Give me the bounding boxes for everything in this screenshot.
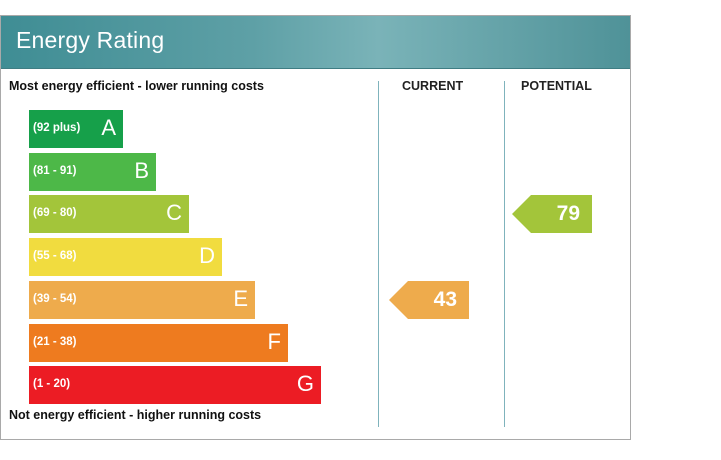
rating-band-d: (55 - 68) D (29, 238, 222, 276)
potential-rating-value: 79 (556, 202, 580, 225)
rating-band-range: (39 - 54) (33, 293, 77, 305)
current-column-header: CURRENT (402, 79, 464, 93)
rating-band-range: (55 - 68) (33, 250, 77, 262)
rating-band-e: (39 - 54) E (29, 281, 255, 319)
energy-rating-header: Energy Rating (1, 16, 630, 69)
rating-band-range: (1 - 20) (33, 378, 71, 390)
rating-band-range: (81 - 91) (33, 165, 77, 177)
potential-column-header: POTENTIAL (521, 79, 592, 93)
potential-column-divider (504, 81, 505, 427)
rating-band-range: (92 plus) (33, 122, 81, 134)
potential-rating-marker: 79 (512, 195, 592, 233)
rating-band-a: (92 plus) A (29, 110, 123, 148)
current-column-divider (378, 81, 379, 427)
potential-marker-arrow (512, 195, 592, 233)
rating-band-c: (69 - 80) C (29, 195, 189, 233)
rating-band-f: (21 - 38) F (29, 324, 288, 362)
current-marker-shape (389, 281, 469, 319)
rating-band-range: (69 - 80) (33, 207, 77, 219)
energy-rating-panel: Energy Rating Most energy efficient - lo… (0, 15, 631, 440)
most-efficient-caption: Most energy efficient - lower running co… (9, 79, 264, 93)
rating-band-letter: F (267, 329, 281, 354)
page-title: Energy Rating (16, 27, 165, 53)
rating-band-letter: D (199, 243, 215, 268)
rating-band-letter: C (166, 200, 182, 225)
potential-marker-shape (512, 195, 592, 233)
current-rating-marker: 43 (389, 281, 469, 319)
rating-band-g: (1 - 20) G (29, 366, 321, 404)
least-efficient-caption: Not energy efficient - higher running co… (9, 408, 262, 422)
current-rating-value: 43 (433, 288, 457, 311)
rating-band-letter: G (296, 371, 314, 396)
rating-band-letter: B (134, 158, 149, 183)
rating-band-letter: E (233, 286, 248, 311)
rating-band-range: (21 - 38) (33, 336, 77, 348)
current-marker-arrow (389, 281, 469, 319)
rating-band-letter: A (101, 115, 116, 140)
rating-band-b: (81 - 91) B (29, 153, 156, 191)
